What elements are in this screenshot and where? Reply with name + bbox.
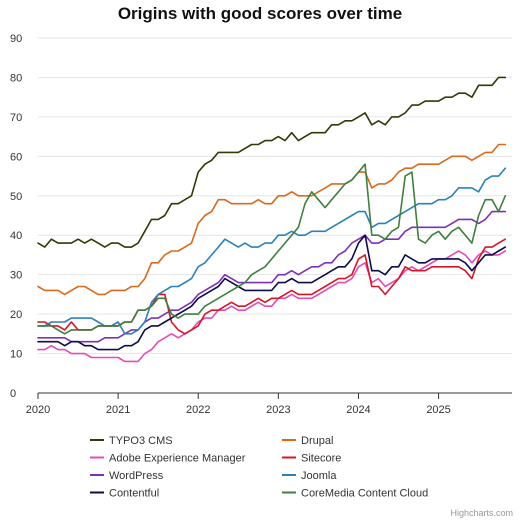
series-line-drupal[interactable] bbox=[37, 143, 507, 296]
y-tick-label: 30 bbox=[10, 270, 22, 282]
x-tick-label: 2023 bbox=[266, 404, 290, 416]
x-tick-label: 2022 bbox=[186, 404, 210, 416]
legend-label: TYPO3 CMS bbox=[109, 435, 173, 447]
legend-item-drupal[interactable]: Drupal bbox=[282, 435, 333, 447]
x-axis-ticks: 2020 2021 2022 2023 2024 2025 bbox=[26, 393, 451, 416]
legend: TYPO3 CMS Drupal Adobe Experience Manager S… bbox=[90, 435, 428, 500]
series-line-adobe-experience-manager[interactable] bbox=[37, 250, 507, 363]
legend-label: CoreMedia Content Cloud bbox=[301, 488, 428, 500]
chart-title: Origins with good scores over time bbox=[118, 4, 402, 23]
y-tick-label: 0 bbox=[10, 388, 16, 400]
legend-label: Contentful bbox=[109, 488, 159, 500]
series-lines bbox=[37, 76, 507, 363]
legend-label: WordPress bbox=[109, 470, 164, 482]
x-tick-label: 2021 bbox=[106, 404, 130, 416]
y-tick-label: 40 bbox=[10, 230, 22, 242]
x-tick-label: 2024 bbox=[346, 404, 370, 416]
y-tick-label: 10 bbox=[10, 349, 22, 361]
x-tick-label: 2025 bbox=[426, 404, 450, 416]
y-tick-label: 70 bbox=[10, 112, 22, 124]
series-line-contentful[interactable] bbox=[37, 234, 507, 351]
y-axis-tick-labels: 0 10 20 30 40 50 60 70 80 90 bbox=[10, 33, 22, 400]
legend-item-contentful[interactable]: Contentful bbox=[90, 488, 159, 500]
series-line-joomla[interactable] bbox=[37, 167, 507, 335]
y-tick-label: 80 bbox=[10, 72, 22, 84]
y-tick-label: 20 bbox=[10, 309, 22, 321]
legend-label: Drupal bbox=[301, 435, 333, 447]
y-tick-label: 90 bbox=[10, 33, 22, 45]
legend-label: Sitecore bbox=[301, 453, 341, 465]
legend-item-typo3-cms[interactable]: TYPO3 CMS bbox=[90, 435, 173, 447]
series-line-wordpress[interactable] bbox=[37, 210, 507, 343]
series-line-typo3-cms[interactable] bbox=[37, 76, 507, 248]
legend-label: Joomla bbox=[301, 470, 337, 482]
legend-item-coremedia-content-cloud[interactable]: CoreMedia Content Cloud bbox=[282, 488, 428, 500]
series-line-coremedia-content-cloud[interactable] bbox=[37, 163, 507, 335]
series-line-sitecore[interactable] bbox=[37, 238, 507, 335]
x-tick-label: 2020 bbox=[26, 404, 50, 416]
credit-text[interactable]: Highcharts.com bbox=[450, 508, 513, 518]
y-gridlines bbox=[38, 37, 512, 355]
y-tick-label: 50 bbox=[10, 191, 22, 203]
legend-label: Adobe Experience Manager bbox=[109, 453, 246, 465]
legend-item-wordpress[interactable]: WordPress bbox=[90, 470, 164, 482]
legend-item-sitecore[interactable]: Sitecore bbox=[282, 453, 341, 465]
y-tick-label: 60 bbox=[10, 151, 22, 163]
legend-item-adobe-experience-manager[interactable]: Adobe Experience Manager bbox=[90, 453, 246, 465]
legend-item-joomla[interactable]: Joomla bbox=[282, 470, 337, 482]
